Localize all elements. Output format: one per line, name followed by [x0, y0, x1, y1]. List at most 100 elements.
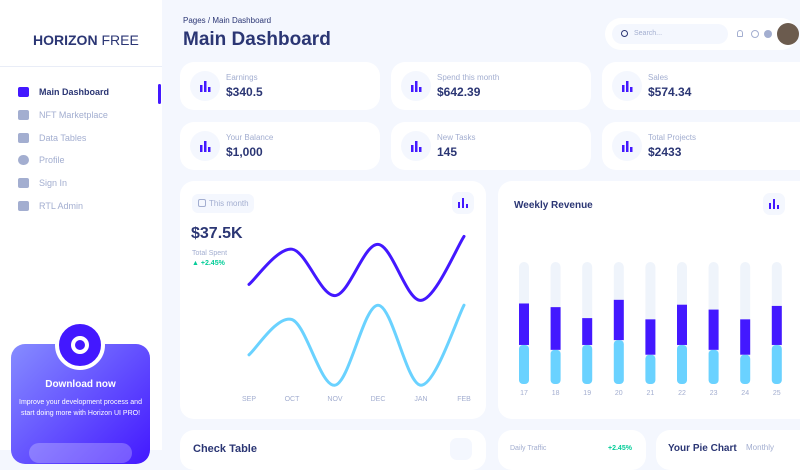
- nav-item[interactable]: Sign In: [39, 178, 68, 188]
- nav-item[interactable]: NFT Marketplace: [39, 110, 108, 120]
- stat-value: $1,000: [226, 145, 263, 159]
- bar-segment: [613, 299, 624, 341]
- breadcrumb-root[interactable]: Pages: [183, 16, 206, 25]
- bar-segment: [519, 344, 529, 384]
- stat-label: Earnings: [226, 73, 258, 82]
- x-tick-label: JAN: [414, 396, 427, 403]
- brand-light: FREE: [101, 32, 139, 48]
- stat-icon: [612, 71, 642, 101]
- menu-button[interactable]: [450, 438, 472, 460]
- stat-card: Spend this month $642.39: [391, 62, 591, 110]
- nav-icon: [18, 155, 29, 165]
- bar-segment: [645, 354, 656, 384]
- bar-segment: [645, 319, 656, 355]
- bar-icon: [769, 199, 779, 209]
- spent-label: Total Spent: [192, 250, 228, 257]
- x-tick-label: 22: [678, 390, 686, 397]
- header-toolbar: Search...: [605, 18, 799, 50]
- stat-card: Earnings $340.5: [180, 62, 380, 110]
- x-tick-label: 18: [552, 390, 560, 397]
- spent-change-value: +2.45%: [200, 260, 225, 267]
- bar-segment: [677, 304, 687, 345]
- stat-label: Total Projects: [648, 133, 697, 142]
- bar-segment: [613, 340, 624, 384]
- search-placeholder: Search...: [634, 30, 663, 37]
- stat-label: New Tasks: [437, 133, 476, 142]
- x-tick-label: 25: [773, 390, 781, 397]
- period-label: This month: [209, 199, 249, 208]
- promo-text: Improve your development process and sta…: [19, 399, 142, 417]
- bar-segment: [519, 303, 529, 345]
- x-tick-label: 21: [647, 390, 655, 397]
- breadcrumb-page: Main Dashboard: [212, 16, 272, 25]
- stat-label: Spend this month: [437, 73, 500, 82]
- calendar-icon: [198, 199, 206, 207]
- stat-icon: [612, 131, 642, 161]
- stat-value: $642.39: [437, 85, 481, 99]
- divider: [0, 66, 162, 67]
- stat-card: New Tasks 145: [391, 122, 591, 170]
- brand: HORIZON FREE: [33, 32, 139, 48]
- bar-icon: [458, 198, 468, 208]
- info-icon[interactable]: [751, 30, 759, 38]
- x-tick-label: FEB: [457, 396, 471, 403]
- avatar[interactable]: [777, 23, 799, 45]
- stat-icon: [190, 71, 220, 101]
- active-indicator: [158, 84, 161, 104]
- icon-glyph: [411, 81, 422, 92]
- spent-value: $37.5K: [191, 225, 243, 242]
- x-tick-label: OCT: [285, 396, 301, 403]
- bar-segment: [740, 354, 751, 384]
- period-select[interactable]: Monthly: [746, 443, 775, 452]
- nav-icon: [18, 87, 29, 97]
- promo-badge: [55, 320, 105, 370]
- x-tick-label: 17: [520, 390, 528, 397]
- x-tick-label: 20: [615, 390, 623, 397]
- x-tick-label: DEC: [371, 396, 386, 403]
- nav-item[interactable]: RTL Admin: [39, 201, 84, 211]
- bar-segment: [550, 349, 561, 384]
- icon-glyph: [622, 81, 633, 92]
- sidebar: HORIZON FREE Main Dashboard NFT Marketpl…: [0, 0, 162, 464]
- x-tick-label: 19: [583, 390, 591, 397]
- nav-item[interactable]: Profile: [39, 155, 65, 165]
- breadcrumb-sep: /: [207, 16, 211, 25]
- traffic-change: +2.45%: [608, 445, 632, 452]
- traffic-card: Daily Traffic +2.45%: [498, 430, 646, 470]
- stat-value: $2433: [648, 145, 682, 159]
- x-tick-label: 23: [710, 390, 718, 397]
- period-chip[interactable]: This month: [192, 194, 254, 213]
- spent-change: ▲ +2.45%: [192, 260, 225, 267]
- breadcrumb: Pages / Main Dashboard: [183, 16, 271, 25]
- brand-bold: HORIZON: [33, 32, 98, 48]
- promo-title: Download now: [45, 379, 116, 390]
- bar-segment: [677, 344, 687, 384]
- stat-label: Sales: [648, 73, 669, 82]
- icon-glyph: [622, 141, 633, 152]
- card-title: Daily Traffic: [510, 445, 547, 452]
- theme-icon[interactable]: [764, 30, 772, 38]
- nav-item[interactable]: Main Dashboard: [39, 87, 110, 97]
- line-chart: SEP OCT NOV DEC JAN FEB: [242, 234, 471, 403]
- chart-button[interactable]: [452, 192, 474, 214]
- bar-segment: [550, 307, 561, 350]
- icon-glyph: [200, 141, 211, 152]
- x-tick-label: NOV: [327, 396, 343, 403]
- nav-icon: [18, 110, 29, 120]
- stat-value: $340.5: [226, 85, 263, 99]
- promo-logo: [71, 336, 89, 354]
- spent-card: This month $37.5K Total Spent ▲ +2.45% S…: [180, 181, 486, 419]
- chart-button[interactable]: [763, 193, 785, 215]
- nav-icon: [18, 178, 29, 188]
- notification-icon[interactable]: [737, 30, 743, 37]
- nav-item[interactable]: Data Tables: [39, 133, 87, 143]
- card-title: Your Pie Chart: [668, 443, 737, 454]
- card-title: Check Table: [193, 443, 257, 455]
- search-box[interactable]: Search...: [612, 24, 728, 44]
- stat-card: Sales $574.34: [602, 62, 800, 110]
- x-tick-label: SEP: [242, 396, 256, 403]
- search-icon: [621, 30, 628, 37]
- promo-button[interactable]: [29, 443, 132, 463]
- page-title: Main Dashboard: [183, 29, 331, 50]
